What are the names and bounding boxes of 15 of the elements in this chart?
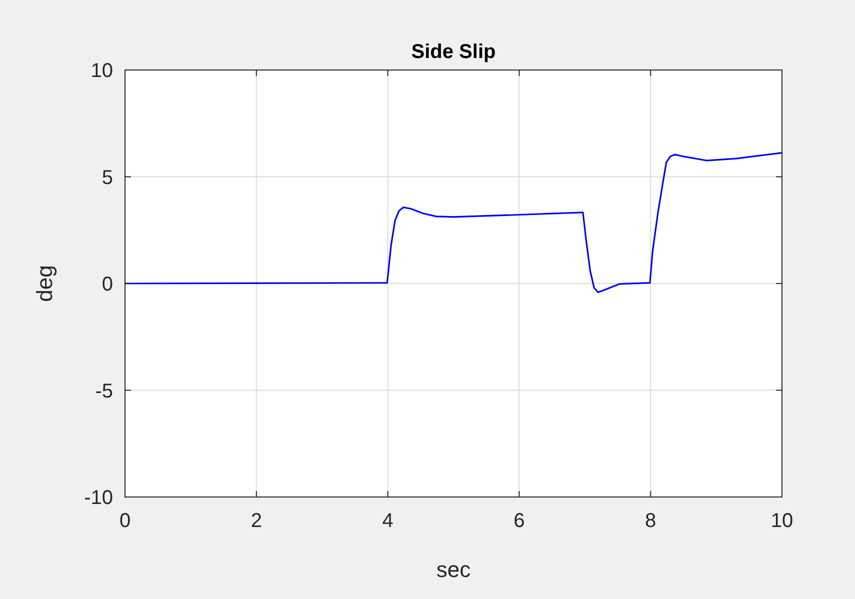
x-tick-label: 0	[119, 510, 131, 532]
chart-title: Side Slip	[411, 41, 496, 63]
y-axis-title: deg	[32, 265, 57, 302]
x-tick-label: 4	[382, 510, 394, 532]
y-tick-label: 0	[102, 274, 113, 296]
x-axis-title: sec	[436, 557, 471, 582]
y-tick-label: 5	[102, 166, 113, 189]
x-tick-label: 10	[770, 510, 794, 532]
x-tick-label: 2	[250, 510, 262, 532]
x-tick-label: 8	[645, 510, 656, 532]
x-tick-label: 6	[514, 510, 525, 532]
y-tick-label: 10	[90, 60, 113, 82]
y-tick-label: -10	[84, 487, 113, 509]
y-tick-label: -5	[95, 380, 113, 402]
line-series	[124, 152, 783, 294]
